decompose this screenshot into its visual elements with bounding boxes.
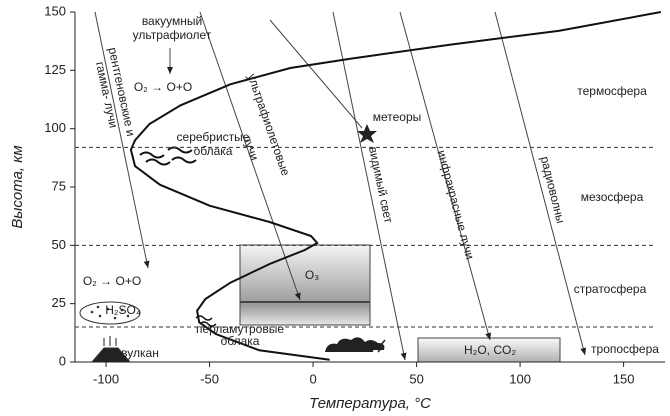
annotation: O₂ → O+O [83,274,141,288]
x-tick-label: 50 [409,371,423,386]
annotation: H₂SO₄ [105,303,141,317]
annotation: O₂ → O+O [134,80,192,94]
annotation: облака [194,144,233,158]
y-tick-label: 125 [44,62,66,77]
annotation: мезосфера [581,190,644,204]
x-axis-label: Температура, °C [309,395,431,412]
y-tick-label: 75 [52,178,66,193]
annotation: стратосфера [574,282,647,296]
y-axis-label: Высота, км [9,145,26,228]
y-tick-label: 0 [59,353,66,368]
x-tick-label: 150 [613,371,635,386]
annotation: вулкан [121,346,159,360]
annotation: вакуумный [142,14,202,28]
annotation: метеоры [373,110,422,124]
annotation: облака [221,334,260,348]
annotation: радиоволны [538,155,568,225]
y-tick-label: 100 [44,120,66,135]
annotation: термосфера [577,84,647,98]
y-tick-label: 150 [44,3,66,18]
y-tick-label: 50 [52,237,66,252]
x-tick-label: 0 [309,371,316,386]
annotation: тропосфера [591,342,659,356]
annotation: серебристые [177,130,250,144]
annotation: H₂O, CO₂ [464,343,516,357]
x-tick-label: -100 [93,371,119,386]
x-tick-label: 100 [509,371,531,386]
y-tick-label: 25 [52,295,66,310]
annotation: инфракрасные лучи [434,149,477,261]
annotation: ультрафиолет [133,28,212,42]
annotation: O₃ [305,268,319,282]
annotation: видимый свет [366,145,396,224]
chart: Температура, °C Высота, км -100 -50 0 50 100… [0,0,670,416]
temperature-profile [131,12,661,360]
x-tick-label: -50 [200,371,219,386]
